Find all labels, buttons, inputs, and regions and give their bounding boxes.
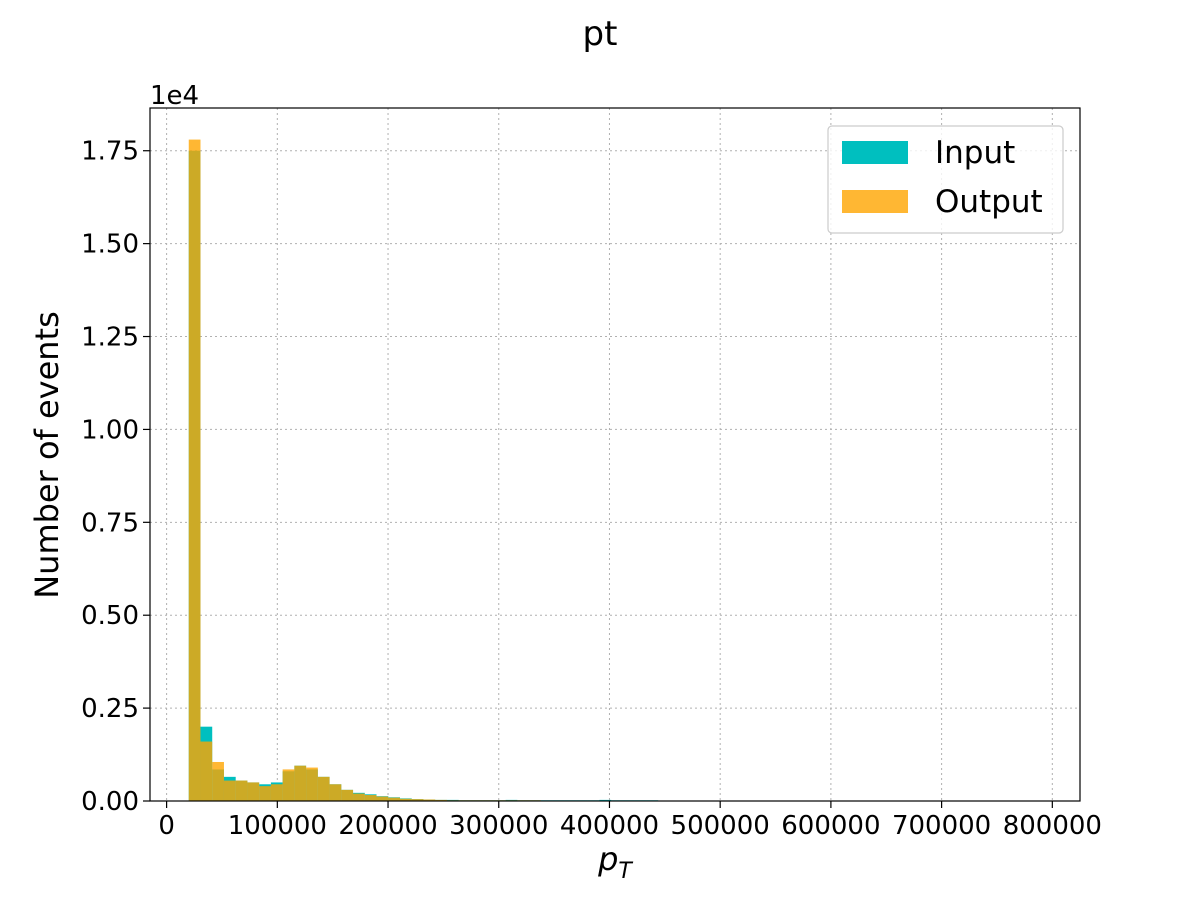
x-tick-label: 600000	[781, 811, 880, 841]
bar-output	[212, 761, 224, 801]
y-axis-label: Number of events	[28, 311, 66, 599]
bar-output	[306, 767, 318, 801]
bar-output	[270, 784, 283, 801]
chart-title: pt	[583, 14, 618, 54]
legend-label-output: Output	[935, 184, 1043, 220]
series-input	[188, 150, 659, 801]
x-tick-label: 800000	[1003, 811, 1102, 841]
bar-output	[329, 784, 342, 801]
x-tick-label: 0	[158, 811, 175, 841]
bar-output	[188, 139, 201, 801]
x-axis-label-subscript: T	[618, 859, 633, 884]
plot-area-frame	[149, 107, 1081, 802]
bar-output	[376, 796, 389, 801]
x-tick-label: 200000	[338, 811, 437, 841]
bar-output	[200, 741, 213, 801]
bar-output	[282, 769, 295, 801]
y-tick-label: 0.25	[81, 694, 139, 724]
bar-output	[364, 795, 377, 801]
bar-output	[259, 786, 271, 801]
bar-output	[388, 797, 400, 801]
legend-swatch-input	[842, 141, 908, 164]
y-tick-label: 1.75	[81, 137, 139, 167]
x-axis-label-base: p	[597, 840, 618, 878]
axis-ticks: 0 100000 200000 300000 400000 500000 600000 700…	[81, 137, 1102, 841]
y-tick-label: 1.00	[81, 415, 139, 445]
bar-output	[247, 782, 260, 801]
bar-output	[423, 799, 436, 801]
bar-output	[341, 789, 354, 801]
series-output	[188, 139, 659, 801]
bar-output	[294, 765, 307, 801]
x-tick-label: 400000	[560, 811, 659, 841]
x-tick-label: 300000	[449, 811, 548, 841]
legend-swatch-output	[842, 190, 908, 213]
bar-output	[411, 799, 424, 801]
x-tick-label: 500000	[671, 811, 770, 841]
bar-output	[317, 776, 330, 801]
y-axis-multiplier: 1e4	[150, 81, 199, 111]
bar-output	[235, 780, 248, 801]
y-tick-label: 0.50	[81, 601, 139, 631]
y-tick-label: 0.75	[81, 508, 139, 538]
bar-output	[223, 780, 236, 801]
y-tick-label: 1.50	[81, 230, 139, 260]
bar-output	[353, 793, 365, 801]
x-tick-label: 100000	[228, 811, 327, 841]
y-tick-label: 0.00	[81, 787, 139, 817]
legend-label-input: Input	[935, 135, 1015, 171]
histogram-bars	[188, 139, 659, 801]
x-tick-label: 700000	[892, 811, 991, 841]
y-tick-label: 1.25	[81, 323, 139, 353]
x-axis-label: pT	[597, 840, 633, 884]
bar-output	[399, 798, 412, 801]
legend: Input Output	[827, 125, 1064, 234]
